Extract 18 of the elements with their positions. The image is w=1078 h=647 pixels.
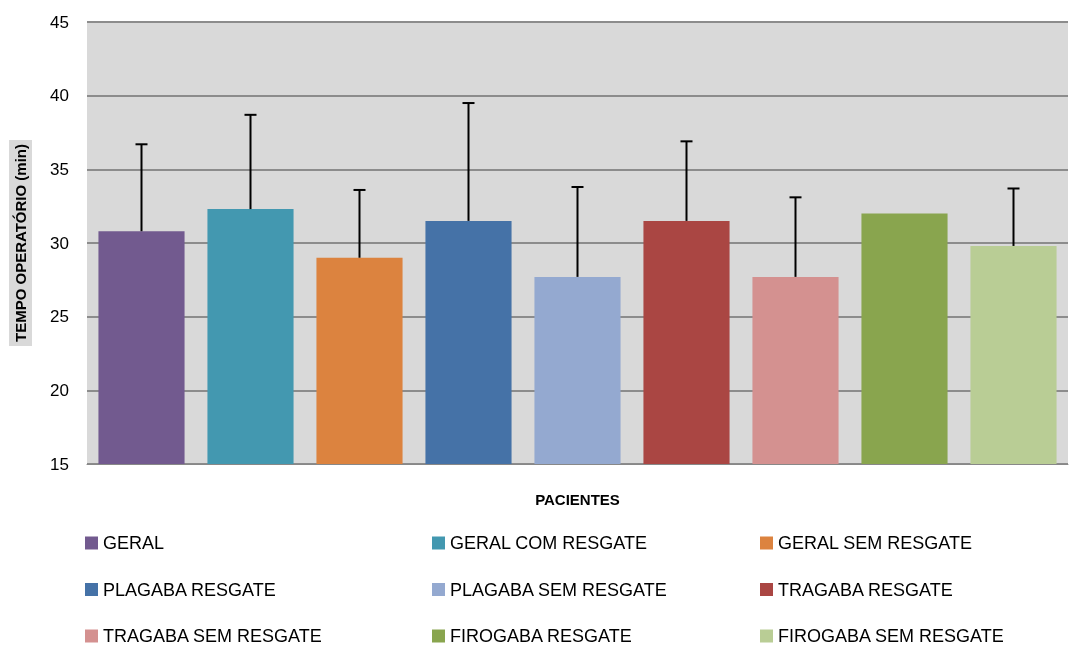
legend-label: FIROGABA SEM RESGATE	[778, 626, 1004, 646]
legend-label: GERAL SEM RESGATE	[778, 533, 973, 553]
y-tick-label: 25	[50, 307, 69, 327]
y-tick-label: 35	[50, 159, 69, 179]
y-tick-label: 40	[50, 86, 69, 106]
legend-label: TRAGABA RESGATE	[778, 579, 953, 600]
legend-label: PLAGABA RESGATE	[103, 579, 276, 600]
y-tick-label: 20	[50, 380, 69, 400]
legend-label: GERAL	[103, 533, 165, 553]
legend-label: FIROGABA RESGATE	[450, 626, 632, 646]
y-tick-label: 45	[50, 12, 69, 32]
legend-label: GERAL COM RESGATE	[450, 533, 648, 553]
legend-label: PLAGABA SEM RESGATE	[450, 579, 667, 600]
x-axis-title: PACIENTES	[535, 491, 620, 508]
y-axis-title: TEMPO OPERATÓRIO (min)	[12, 143, 29, 343]
y-tick-label: 30	[50, 233, 69, 253]
legend-label: TRAGABA SEM RESGATE	[103, 626, 322, 646]
y-tick-label: 15	[50, 454, 69, 474]
